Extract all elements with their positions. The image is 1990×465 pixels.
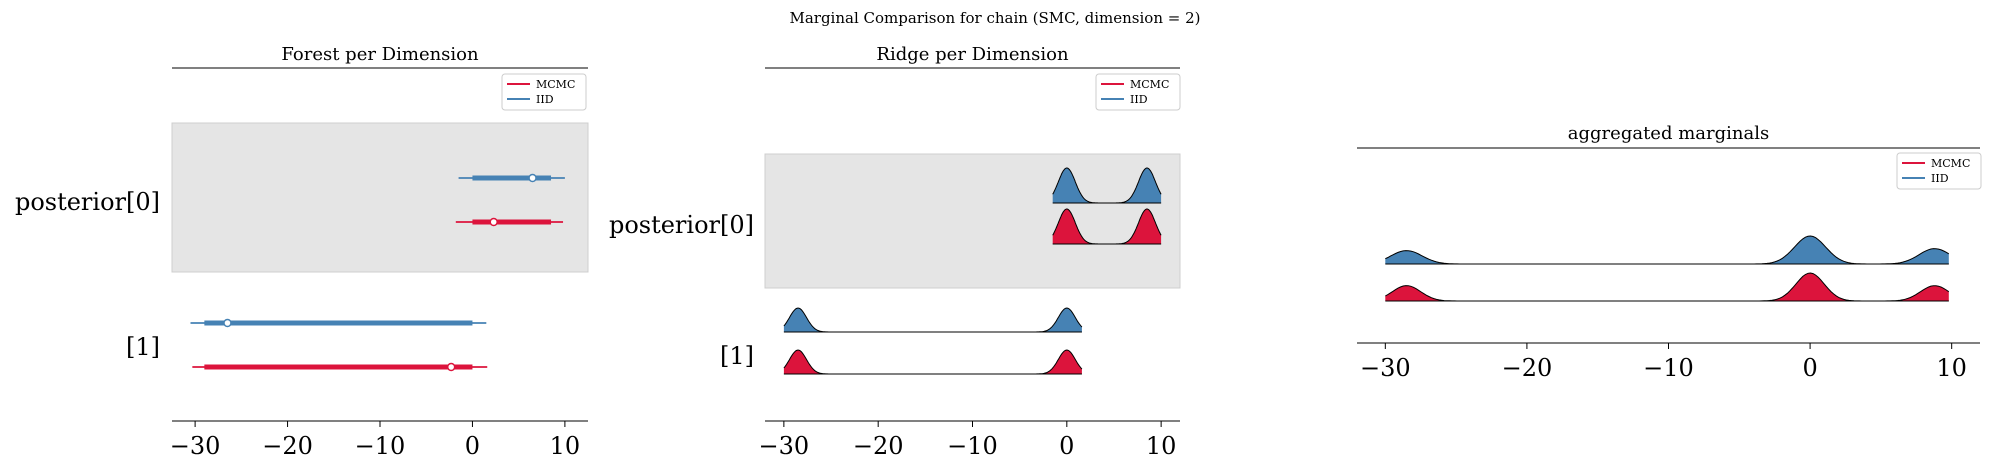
chart_data-1-x-tick-label: −20 [853, 432, 904, 460]
ridge-outline [783, 349, 1083, 375]
aggregated-density-iid [1385, 236, 1949, 264]
legend-label-iid: IID [536, 93, 554, 106]
forest-point [223, 318, 232, 328]
chart_data-2-x-tick-label: −10 [1643, 354, 1694, 382]
ridge-density-iid [1052, 168, 1162, 203]
chart_data-0-x-tick-label: −20 [262, 432, 313, 460]
row-label: [1] [126, 333, 160, 361]
chart_data-2-x-tick-label: −30 [1360, 354, 1411, 382]
row-band [764, 153, 1181, 289]
chart_data-2-x-tick-label: −20 [1502, 354, 1553, 382]
legend-label-mcmc: MCMC [1931, 157, 1970, 170]
chart_data-2-x-tick-label: 0 [1802, 354, 1817, 382]
legend-label-iid: IID [1130, 93, 1148, 106]
chart_data-0-x-tick-label: −30 [170, 432, 221, 460]
forest-point [528, 173, 537, 183]
chart_data-1-x-tick-label: 10 [1146, 432, 1177, 460]
ridge-outline [783, 307, 1083, 333]
legend-label-mcmc: MCMC [1130, 78, 1169, 91]
row-band [171, 122, 589, 273]
chart_data-1-x-tick-label: −10 [947, 432, 998, 460]
chart_data-0-x-tick-label: 10 [550, 432, 581, 460]
panel-title: Ridge per Dimension [876, 44, 1069, 65]
forest-panel: Forest per Dimension posterior[0] [1] −30 −2… [15, 44, 589, 460]
chart_data-0-x-tick-label: −10 [355, 432, 406, 460]
chart_data-0-x-tick-label: 0 [465, 432, 480, 460]
aggregated-outline [1385, 272, 1950, 302]
ridge-density-mcmc [783, 350, 1082, 374]
aggregated-panel: aggregated marginals −30 −20 −10 0 10 MCMC IID [1357, 123, 1982, 382]
ridge-density-mcmc [1052, 209, 1162, 244]
forest-point [446, 362, 456, 372]
panel-title: Forest per Dimension [281, 44, 479, 65]
row-label: posterior[0] [15, 188, 160, 216]
panel-title: aggregated marginals [1568, 123, 1769, 144]
ridge-panel: Ridge per Dimension posterior[0] [1] −30 −20… [609, 44, 1181, 460]
chart_data-1-x-tick-label: −30 [759, 432, 810, 460]
ridge-density-iid [783, 308, 1082, 332]
chart_data-2-x-tick-label: 10 [1936, 354, 1967, 382]
legend-label-iid: IID [1931, 172, 1949, 185]
aggregated-density-mcmc [1385, 273, 1949, 301]
chart_data-1-x-tick-label: 0 [1059, 432, 1074, 460]
legend-label-mcmc: MCMC [536, 78, 575, 91]
row-label: [1] [720, 342, 754, 370]
aggregated-outline [1385, 235, 1950, 265]
forest-point [489, 217, 498, 227]
row-label: posterior[0] [609, 211, 754, 239]
figure-suptitle: Marginal Comparison for chain (SMC, dime… [789, 9, 1200, 27]
